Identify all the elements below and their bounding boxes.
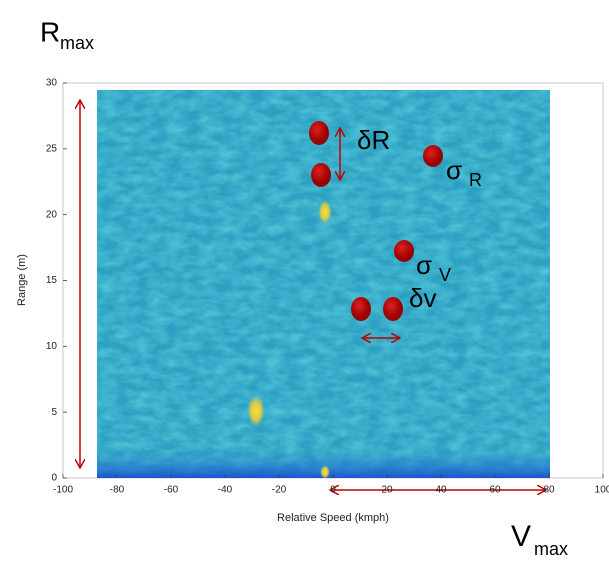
target-dot	[309, 121, 329, 145]
annotation-subscript: max	[60, 33, 94, 53]
hot-spot	[318, 200, 332, 224]
x-tick-label: -40	[218, 485, 233, 496]
y-tick-label: 15	[46, 275, 58, 286]
hot-spot	[247, 395, 265, 427]
annotation: R	[40, 16, 60, 47]
annotation: V	[511, 520, 531, 553]
y-tick-label: 10	[46, 341, 58, 352]
x-tick-label: 100	[595, 485, 609, 496]
x-tick-label: 40	[435, 485, 447, 496]
y-tick-label: 20	[46, 209, 58, 220]
hot-spot	[320, 465, 330, 479]
target-dot	[351, 297, 371, 321]
annotation-subscript: R	[469, 170, 482, 190]
annotation: δv	[409, 283, 436, 313]
y-axis-label: Range (m)	[16, 254, 28, 306]
target-dot	[311, 163, 331, 187]
annotation-subscript: max	[534, 539, 568, 559]
x-tick-label: 80	[543, 485, 555, 496]
heatmap-texture	[97, 90, 550, 478]
x-tick-label: -80	[110, 485, 125, 496]
annotation: δR	[357, 125, 390, 155]
target-dot	[394, 240, 414, 262]
annotation-subscript: V	[439, 265, 451, 285]
plot	[62, 82, 604, 479]
y-tick-label: 30	[46, 78, 58, 89]
x-tick-label: -20	[272, 485, 287, 496]
x-axis-label: Relative Speed (kmph)	[277, 512, 389, 524]
y-tick-label: 0	[51, 473, 57, 484]
annotations: R max δR σ R σ V δv V max	[40, 16, 568, 558]
target-dot	[383, 297, 403, 321]
y-tick-label: 5	[51, 407, 57, 418]
x-tick-label: 20	[381, 485, 393, 496]
x-tick-label: 60	[489, 485, 501, 496]
x-tick-label: -60	[164, 485, 179, 496]
y-tick-label: 25	[46, 143, 58, 154]
target-dot	[423, 145, 443, 167]
annotation: σ	[446, 155, 462, 185]
x-tick-label: -100	[53, 485, 73, 496]
annotation: σ	[416, 250, 432, 280]
x-tick-label: 0	[330, 485, 336, 496]
